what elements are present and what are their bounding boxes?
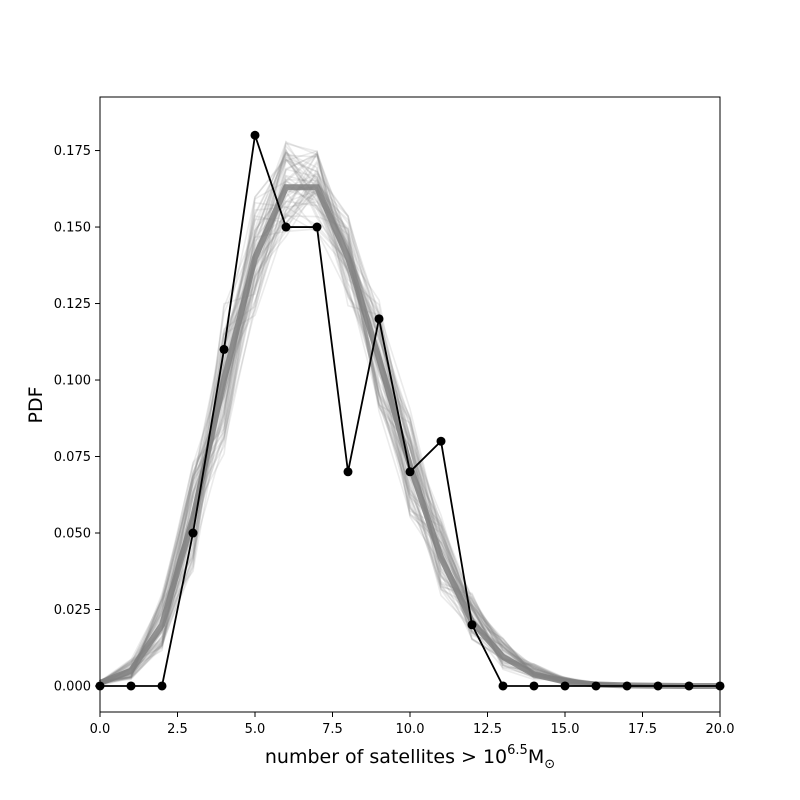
observed-point: [529, 681, 539, 691]
y-tick-label: 0.050: [54, 527, 91, 542]
y-ticks: 0.000 0.025 0.050 0.075 0.100 0.125 0.150 0.175: [54, 144, 100, 694]
y-axis-label: PDF: [25, 386, 47, 423]
observed-point: [498, 681, 508, 691]
observed-point: [250, 130, 260, 140]
x-tick-label: 20.0: [706, 722, 735, 737]
x-axis-label-unit: M: [528, 746, 544, 768]
x-tick-label: 10.0: [396, 722, 425, 737]
observed-point: [591, 681, 601, 691]
observed-point: [374, 314, 384, 324]
observed-point: [157, 681, 167, 691]
observed-point: [653, 681, 663, 691]
observed-point: [188, 528, 198, 538]
observed-point: [622, 681, 632, 691]
observed-point: [343, 467, 353, 477]
y-tick-label: 0.125: [54, 297, 91, 312]
observed-point: [312, 222, 322, 232]
x-tick-label: 12.5: [473, 722, 502, 737]
observed-point: [281, 222, 291, 232]
observed-point: [436, 436, 446, 446]
x-tick-label: 2.5: [167, 722, 188, 737]
y-tick-label: 0.150: [54, 221, 91, 236]
observed-series-layer: [95, 130, 725, 691]
x-ticks: 0.0 2.5 5.0 7.5 10.0 12.5 15.0 17.5 20.0: [90, 712, 735, 737]
observed-point: [467, 620, 477, 630]
observed-point: [684, 681, 694, 691]
x-tick-label: 17.5: [628, 722, 657, 737]
x-axis-label-subscript: ⊙: [544, 757, 555, 772]
x-tick-label: 7.5: [322, 722, 343, 737]
x-tick-label: 0.0: [90, 722, 111, 737]
y-tick-label: 0.025: [54, 603, 91, 618]
y-tick-label: 0.175: [54, 144, 91, 159]
y-tick-label: 0.000: [54, 679, 91, 694]
observed-point: [126, 681, 136, 691]
x-axis-label-exponent: 6.5: [507, 743, 528, 758]
x-axis-label: number of satellites > 106.5M⊙: [265, 743, 555, 772]
x-tick-label: 15.0: [551, 722, 580, 737]
x-tick-label: 5.0: [245, 722, 266, 737]
observed-point: [560, 681, 570, 691]
observed-point: [219, 344, 229, 354]
y-tick-label: 0.075: [54, 450, 91, 465]
x-axis-label-text: number of satellites > 10: [265, 746, 507, 768]
observed-point: [405, 467, 415, 477]
y-tick-label: 0.100: [54, 374, 91, 389]
